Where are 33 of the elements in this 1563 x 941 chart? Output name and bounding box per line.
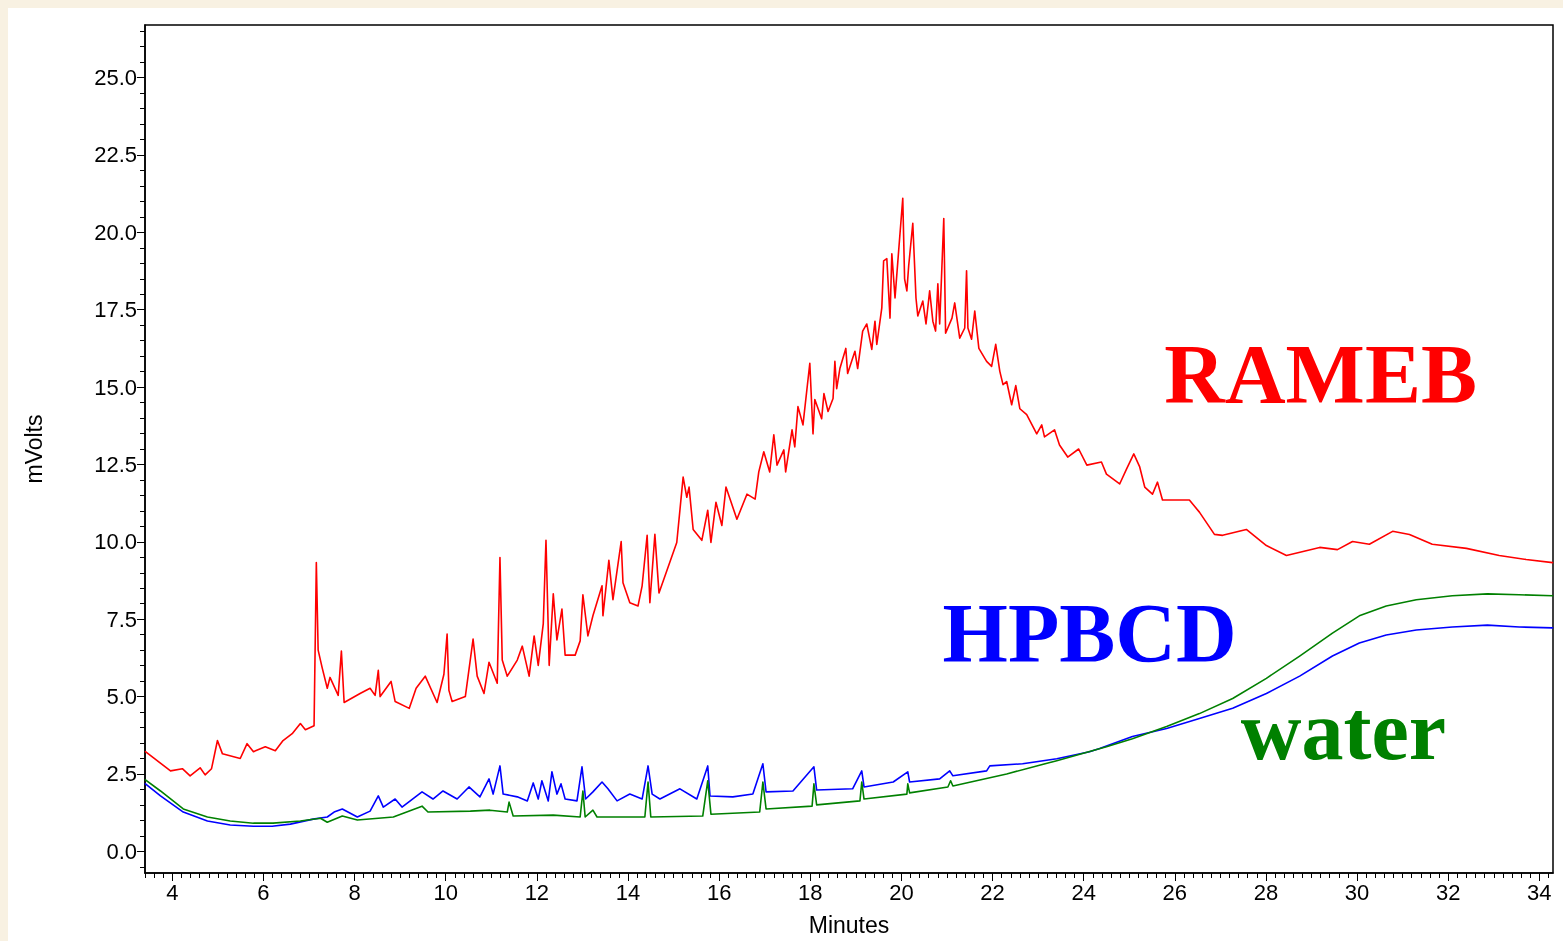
x-tick-label: 32 <box>1435 879 1461 905</box>
series-label: HPBCD <box>942 586 1237 680</box>
x-tick-label: 28 <box>1253 879 1279 905</box>
y-tick-label: 2.5 <box>106 761 137 787</box>
y-tick-label: 7.5 <box>106 606 137 632</box>
y-axis-title: mVolts <box>20 414 47 484</box>
line-series <box>144 197 1554 777</box>
y-tick-label: 10.0 <box>94 529 137 555</box>
y-tick-label: 12.5 <box>94 451 137 477</box>
x-tick-label: 14 <box>615 879 641 905</box>
x-tick-label: 22 <box>980 879 1005 905</box>
x-tick-label: 4 <box>166 879 179 905</box>
y-tick-label: 20.0 <box>94 219 137 245</box>
x-tick-label: 20 <box>889 879 914 905</box>
x-axis-title: Minutes <box>808 911 890 938</box>
y-tick-label: 17.5 <box>94 297 137 323</box>
y-tick-label: 0.0 <box>106 838 137 864</box>
x-tick-label: 26 <box>1162 879 1188 905</box>
x-tick-label: 18 <box>798 879 823 905</box>
x-tick-label: 10 <box>433 879 458 905</box>
x-tick-label: 12 <box>524 879 550 905</box>
x-tick-label: 34 <box>1527 879 1552 905</box>
x-tick-label: 6 <box>257 879 270 905</box>
x-tick-label: 30 <box>1344 879 1370 905</box>
series-label: water <box>1240 684 1446 778</box>
x-tick-label: 16 <box>706 879 732 905</box>
series-label: RAMEB <box>1164 328 1477 422</box>
y-tick-label: 15.0 <box>94 374 137 400</box>
x-tick-label: 24 <box>1071 879 1096 905</box>
y-tick-label: 5.0 <box>106 684 137 710</box>
y-tick-label: 25.0 <box>94 65 137 91</box>
x-tick-label: 8 <box>348 879 361 905</box>
y-tick-label: 22.5 <box>94 142 137 168</box>
